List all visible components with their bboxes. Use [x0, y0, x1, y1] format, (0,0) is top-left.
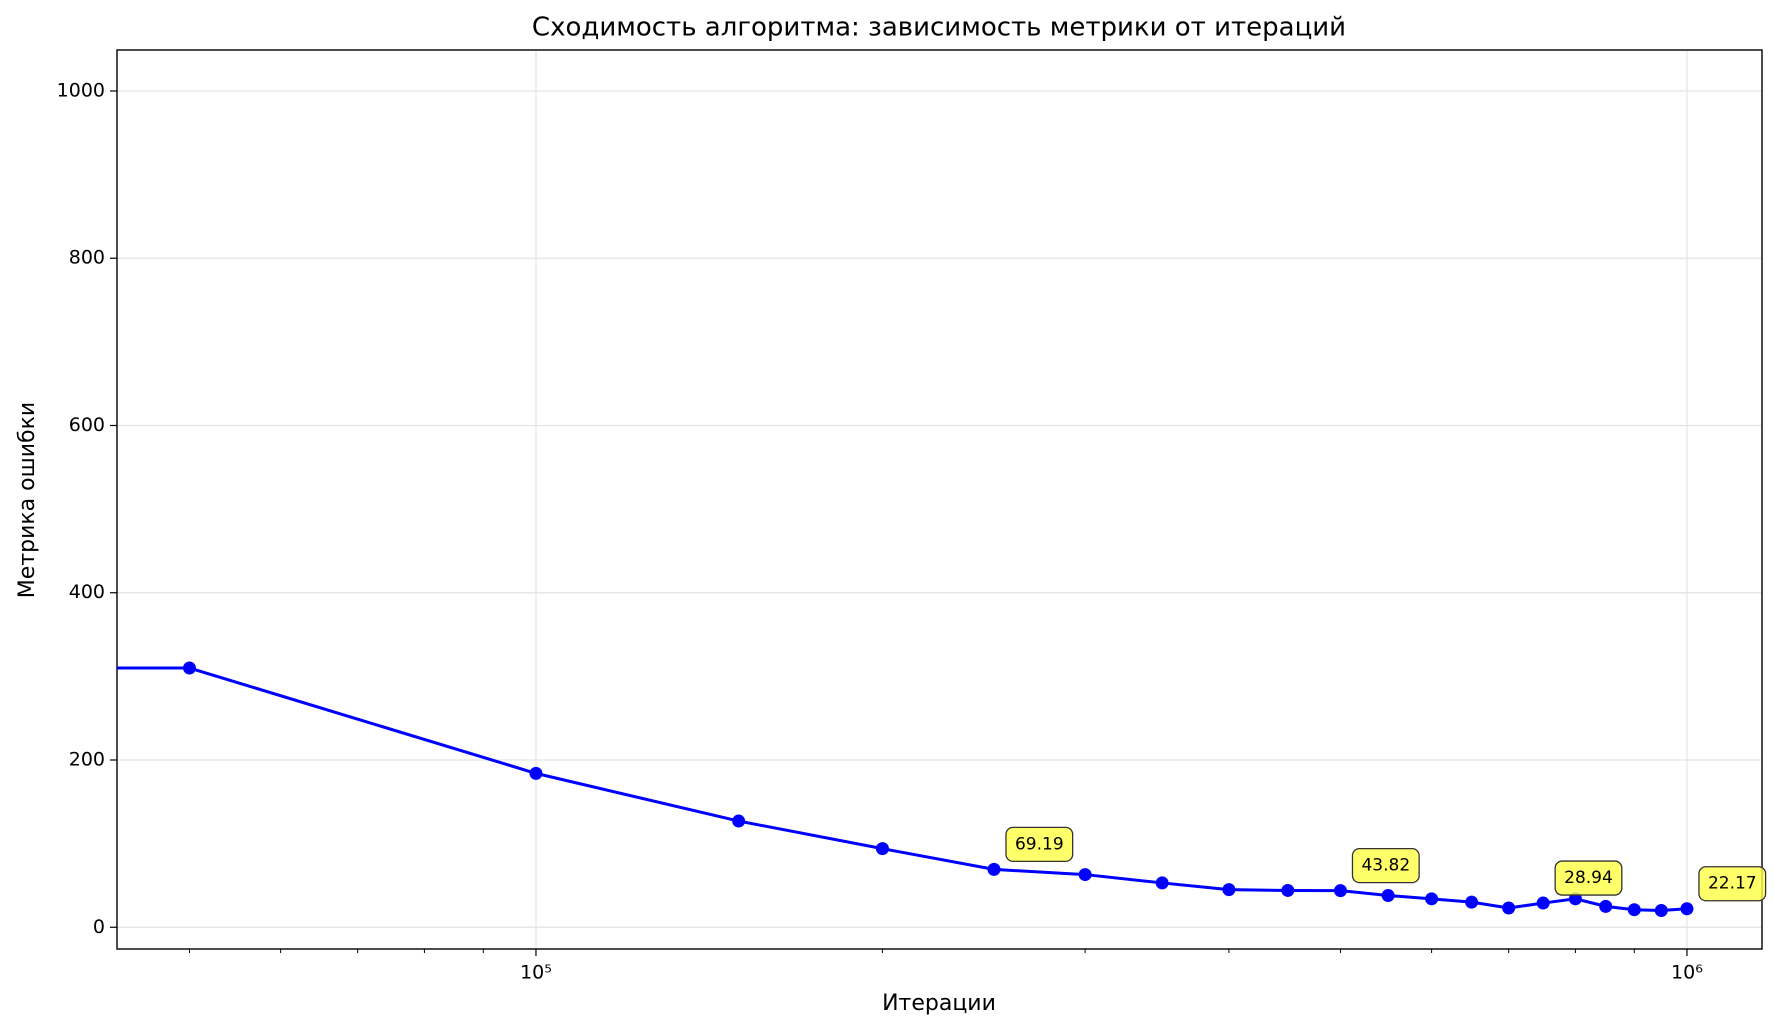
data-point [1222, 883, 1236, 897]
data-point [1381, 888, 1395, 902]
series-line [117, 666, 1688, 913]
data-point [182, 661, 196, 675]
data-point [1627, 903, 1641, 917]
data-point [1333, 884, 1347, 898]
data-point [1078, 868, 1092, 882]
data-point [1281, 883, 1295, 897]
y-axis-label: Метрика ошибки [15, 402, 40, 598]
data-point [1599, 899, 1613, 913]
annotation-box [1005, 826, 1074, 863]
annotation-label: 28.94 [1564, 868, 1613, 888]
data-point [1536, 896, 1550, 910]
annotation-label: 43.82 [1361, 856, 1410, 876]
y-tick-label: 800 [69, 247, 105, 269]
chart-title: Сходимость алгоритма: зависимость метрик… [532, 13, 1346, 43]
data-point [987, 862, 1001, 876]
data-point [1155, 876, 1169, 890]
y-tick-label: 400 [69, 581, 105, 603]
data-point [732, 814, 746, 828]
x-tick-label: 10⁵ [520, 962, 552, 984]
annotation-box [1351, 847, 1420, 884]
y-tick-label: 1000 [57, 79, 105, 101]
data-point [1654, 904, 1668, 918]
annotation-box [1554, 860, 1623, 896]
y-tick-label: 0 [93, 916, 105, 938]
annotation-label: 22.17 [1708, 874, 1757, 894]
annotation-label: 69.19 [1015, 834, 1064, 854]
x-tick-label: 10⁶ [1671, 962, 1703, 984]
data-point [875, 842, 889, 856]
annotation-box [1698, 866, 1767, 902]
data-point [1502, 901, 1516, 915]
plot-area [117, 661, 1694, 918]
data-point [1425, 892, 1439, 906]
y-tick-label: 200 [69, 749, 105, 771]
data-point [1465, 895, 1479, 909]
data-point [529, 766, 543, 780]
data-point [1680, 902, 1694, 916]
y-tick-label: 600 [69, 414, 105, 436]
plot-frame [116, 49, 1763, 950]
x-axis-label: Итерации [882, 991, 996, 1016]
